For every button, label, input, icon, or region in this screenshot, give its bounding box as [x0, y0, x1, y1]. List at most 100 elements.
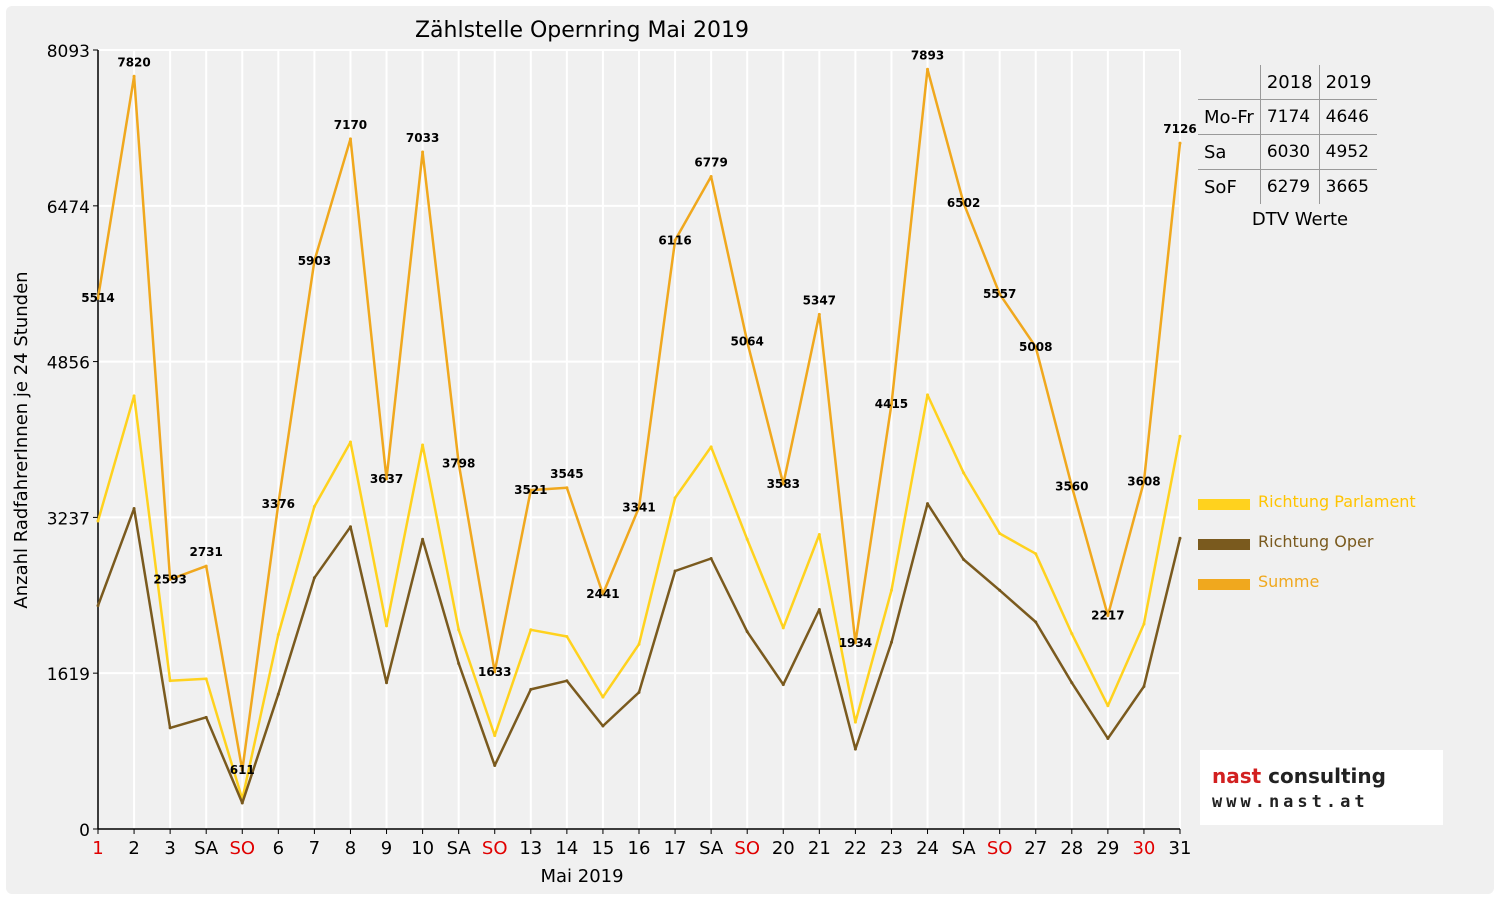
- data-label: 5008: [1019, 340, 1052, 354]
- data-point: [962, 557, 966, 561]
- dtv-caption: DTV Werte: [1251, 209, 1349, 230]
- data-point: [312, 576, 316, 580]
- data-point: [240, 768, 244, 772]
- data-point: [204, 677, 208, 681]
- data-label: 4415: [875, 397, 908, 411]
- data-point: [1106, 737, 1110, 741]
- data-point: [96, 296, 100, 300]
- data-point: [926, 502, 930, 506]
- x-tick-label: 16: [628, 838, 651, 859]
- data-label: 5347: [803, 293, 836, 307]
- data-label: 7893: [911, 48, 944, 62]
- data-point: [457, 461, 461, 465]
- data-point: [781, 683, 785, 687]
- x-tick-label: 21: [808, 838, 831, 859]
- x-tick-label: 14: [555, 838, 578, 859]
- data-point: [96, 519, 100, 523]
- data-point: [998, 531, 1002, 535]
- data-point: [745, 340, 749, 344]
- y-tick-label: 3237: [47, 509, 90, 529]
- data-point: [853, 720, 857, 724]
- data-point: [1070, 484, 1074, 488]
- legend-label: Richtung Oper: [1258, 532, 1374, 551]
- data-point: [385, 681, 389, 685]
- data-point: [889, 588, 893, 592]
- legend: Richtung Parlament Richtung Oper Summe: [1198, 492, 1416, 612]
- data-point: [168, 726, 172, 730]
- data-point: [312, 505, 316, 509]
- legend-label: Richtung Parlament: [1258, 492, 1416, 511]
- data-point: [457, 628, 461, 632]
- data-point: [637, 642, 641, 646]
- legend-item-oper: Richtung Oper: [1198, 532, 1416, 572]
- data-label: 5514: [81, 291, 114, 305]
- data-point: [889, 640, 893, 644]
- data-label: 1934: [839, 636, 872, 650]
- data-label: 3637: [370, 472, 403, 486]
- data-point: [1178, 141, 1182, 145]
- data-point: [673, 238, 677, 242]
- data-label: 3560: [1055, 479, 1088, 493]
- data-point: [1070, 632, 1074, 636]
- data-point: [745, 630, 749, 634]
- data-point: [926, 67, 930, 71]
- data-point: [348, 137, 352, 141]
- data-label: 3583: [767, 477, 800, 491]
- x-tick-label: 20: [772, 838, 795, 859]
- data-point: [817, 532, 821, 536]
- data-label: 2217: [1091, 609, 1124, 623]
- chart-title: Zählstelle Opernring Mai 2019: [415, 18, 749, 43]
- data-point: [926, 393, 930, 397]
- x-tick-label: 28: [1060, 838, 1083, 859]
- data-point: [204, 715, 208, 719]
- y-tick-label: 4856: [47, 354, 90, 374]
- data-label: 5064: [730, 335, 763, 349]
- x-tick-label: 22: [844, 838, 867, 859]
- dtv-value-2018: 7174: [1259, 99, 1320, 135]
- data-point: [421, 443, 425, 447]
- x-tick-label: 29: [1096, 838, 1119, 859]
- legend-label: Summe: [1258, 572, 1320, 591]
- data-point: [637, 690, 641, 694]
- x-tick-label: 10: [411, 838, 434, 859]
- legend-swatch: [1198, 579, 1250, 590]
- x-tick-label: 31: [1169, 838, 1192, 859]
- x-tick-label: SA: [447, 838, 472, 859]
- x-tick-label: SA: [699, 838, 724, 859]
- data-point: [673, 569, 677, 573]
- data-point: [1178, 536, 1182, 540]
- data-label: 3521: [514, 483, 547, 497]
- data-label: 7170: [334, 118, 367, 132]
- data-point: [529, 687, 533, 691]
- x-tick-label: 9: [381, 838, 392, 859]
- data-point: [493, 763, 497, 767]
- data-point: [709, 174, 713, 178]
- dtv-header-row: 2018 2019: [1198, 65, 1378, 100]
- data-point: [421, 150, 425, 154]
- data-point: [745, 537, 749, 541]
- logo-name-accent: nast: [1212, 764, 1262, 788]
- dtv-value-2019: 4646: [1318, 99, 1378, 135]
- data-point: [132, 394, 136, 398]
- data-point: [853, 747, 857, 751]
- data-point: [457, 661, 461, 665]
- data-point: [168, 577, 172, 581]
- data-point: [565, 486, 569, 490]
- x-tick-label: 8: [345, 838, 356, 859]
- dtv-row-label: Sa: [1198, 134, 1261, 170]
- dtv-value-2018: 6030: [1259, 134, 1320, 170]
- data-point: [1142, 480, 1146, 484]
- data-label: 3341: [622, 500, 655, 514]
- dtv-row-mofr: Mo-Fr 7174 4646: [1198, 99, 1378, 135]
- series-lines: [96, 67, 1182, 805]
- data-point: [421, 537, 425, 541]
- data-point: [565, 679, 569, 683]
- data-point: [168, 679, 172, 683]
- data-label: 3608: [1127, 475, 1160, 489]
- data-point: [637, 505, 641, 509]
- data-label: 7033: [406, 131, 439, 145]
- data-point: [853, 641, 857, 645]
- data-point: [709, 445, 713, 449]
